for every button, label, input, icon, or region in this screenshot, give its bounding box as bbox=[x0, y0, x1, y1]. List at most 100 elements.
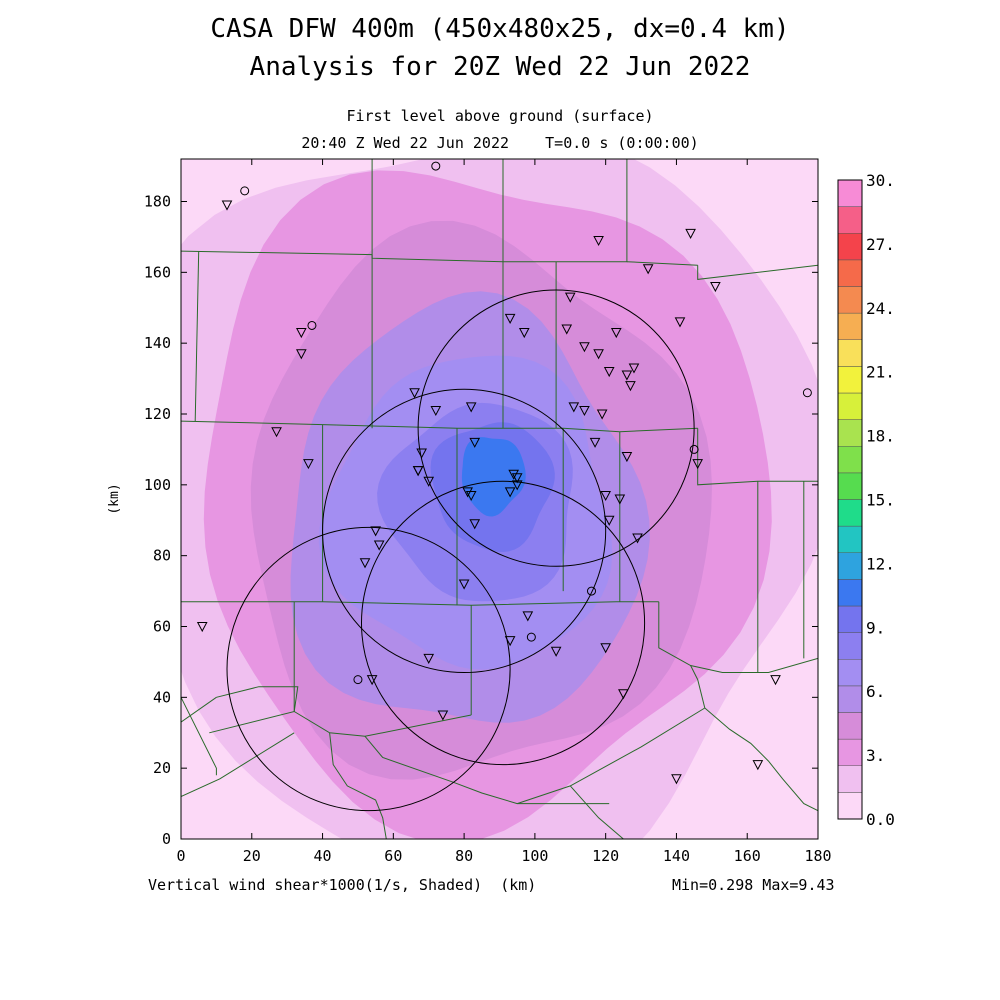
station-triangle bbox=[603, 515, 615, 526]
variable-label: Vertical wind shear*1000(1/s, Shaded) (k… bbox=[148, 876, 537, 894]
station-triangle bbox=[359, 558, 371, 569]
colorbar-swatch bbox=[837, 419, 863, 447]
county-line bbox=[697, 428, 818, 486]
station-triangle bbox=[674, 317, 686, 328]
colorbar-swatch bbox=[837, 765, 863, 793]
station-triangle bbox=[370, 526, 381, 537]
station-circle bbox=[689, 444, 699, 454]
station-triangle bbox=[437, 710, 449, 721]
county-line bbox=[322, 601, 659, 606]
colorbar-swatch bbox=[837, 552, 863, 580]
radar-rings bbox=[226, 289, 695, 812]
x-tick-label: 180 bbox=[804, 847, 831, 865]
station-triangle bbox=[593, 349, 604, 360]
colorbar-swatch bbox=[837, 339, 863, 367]
station-triangle bbox=[593, 235, 604, 247]
colorbar-swatch bbox=[837, 738, 863, 766]
county-line bbox=[626, 261, 698, 266]
y-tick-label: 80 bbox=[153, 547, 171, 565]
x-tick-label: 140 bbox=[663, 847, 690, 865]
map-layer bbox=[181, 159, 818, 839]
chart-subtitle: Analysis for 20Z Wed 22 Jun 2022 bbox=[249, 52, 751, 82]
county-line bbox=[619, 427, 698, 433]
station-triangle bbox=[561, 324, 573, 335]
station-triangle bbox=[614, 494, 626, 505]
station-triangle bbox=[373, 540, 385, 551]
colorbar-swatch bbox=[837, 499, 863, 527]
station-triangle bbox=[518, 328, 530, 339]
stations bbox=[196, 161, 812, 785]
colorbar-swatch bbox=[837, 472, 863, 500]
colorbar-swatch bbox=[837, 233, 863, 261]
station-triangle bbox=[579, 342, 590, 353]
station-triangle bbox=[465, 490, 477, 502]
y-tick-label: 120 bbox=[144, 405, 171, 423]
y-tick-label: 140 bbox=[144, 334, 171, 352]
x-tick-label: 40 bbox=[314, 847, 332, 865]
station-triangle bbox=[412, 466, 424, 477]
station-circle bbox=[587, 586, 597, 596]
county-line bbox=[194, 251, 200, 422]
time-label: 20:40 Z Wed 22 Jun 2022 T=0.0 s (0:00:00… bbox=[301, 134, 699, 152]
station-triangle bbox=[710, 282, 721, 293]
county-line bbox=[697, 264, 818, 280]
y-tick-label: 180 bbox=[144, 193, 171, 211]
y-tick-label: 100 bbox=[144, 476, 171, 494]
station-triangle bbox=[295, 328, 307, 339]
station-triangle bbox=[632, 533, 643, 544]
colorbar-swatch bbox=[837, 392, 863, 420]
colorbar-swatch bbox=[837, 605, 863, 633]
station-triangle bbox=[579, 405, 590, 417]
colorbar-label: 9. bbox=[866, 618, 885, 637]
county-line bbox=[364, 735, 610, 805]
station-circle bbox=[431, 161, 441, 171]
county-line bbox=[329, 732, 387, 839]
station-triangle bbox=[511, 480, 523, 491]
station-circle bbox=[240, 186, 250, 196]
county-line bbox=[517, 707, 706, 805]
y-tick-label: 0 bbox=[162, 830, 171, 848]
county-line bbox=[216, 686, 299, 712]
colorbar-swatch bbox=[837, 712, 863, 740]
colorbar-swatch bbox=[837, 446, 863, 474]
colorbar-swatch bbox=[837, 579, 863, 607]
county-line bbox=[181, 696, 217, 723]
x-axis: 0 20 40 60 80 100 120 140 160 180 bbox=[176, 159, 832, 865]
colorbar-swatch bbox=[837, 366, 863, 394]
colorbar-swatch bbox=[837, 659, 863, 687]
colorbar-label: 0.0 bbox=[866, 810, 895, 829]
station-circle bbox=[802, 388, 812, 398]
station-triangle bbox=[504, 636, 516, 647]
station-triangle bbox=[770, 675, 781, 686]
station-triangle bbox=[511, 473, 523, 484]
colorbar-label: 15. bbox=[866, 491, 895, 510]
station-circle bbox=[526, 632, 536, 642]
station-circle bbox=[307, 320, 317, 330]
county-line bbox=[181, 697, 217, 776]
colorbar-label: 12. bbox=[866, 554, 895, 573]
station-triangle bbox=[504, 487, 516, 498]
colorbar-label: 6. bbox=[866, 682, 885, 701]
range-label: Min=0.298 Max=9.43 bbox=[672, 876, 835, 894]
chart-title: CASA DFW 400m (450x480x25, dx=0.4 km) bbox=[210, 14, 790, 44]
colorbar-swatch bbox=[837, 259, 863, 287]
station-triangle bbox=[642, 264, 654, 275]
station-circle bbox=[353, 675, 363, 685]
station-triangle bbox=[458, 579, 470, 590]
y-axis: 0 20 40 60 80 100 120 140 160 180 bbox=[144, 193, 818, 848]
y-tick-label: 40 bbox=[153, 688, 171, 706]
station-triangle bbox=[621, 452, 633, 463]
station-triangle bbox=[600, 490, 611, 502]
station-triangle bbox=[423, 476, 435, 487]
county-line bbox=[658, 601, 818, 673]
colorbar-label: 30. bbox=[866, 171, 895, 190]
station-triangle bbox=[618, 689, 629, 700]
county-line bbox=[181, 732, 295, 797]
station-triangle bbox=[416, 448, 427, 459]
station-triangle bbox=[596, 409, 608, 420]
y-tick-label: 60 bbox=[153, 618, 171, 636]
radar-ring bbox=[360, 480, 646, 766]
y-tick-label: 160 bbox=[144, 263, 171, 281]
radar-ring bbox=[226, 526, 511, 812]
